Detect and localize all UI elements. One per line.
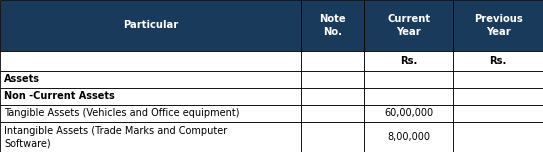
Bar xyxy=(0,0,301,51)
Text: Intangible Assets (Trade Marks and Computer
Software): Intangible Assets (Trade Marks and Compu… xyxy=(4,126,228,148)
Text: Note
No.: Note No. xyxy=(319,14,346,36)
Bar xyxy=(364,105,453,122)
Bar xyxy=(364,122,453,152)
Text: Current
Year: Current Year xyxy=(387,14,430,36)
Text: Particular: Particular xyxy=(123,20,178,30)
Bar xyxy=(453,71,543,88)
Bar xyxy=(453,88,543,105)
Text: Rs.: Rs. xyxy=(400,56,417,66)
Text: Non -Current Assets: Non -Current Assets xyxy=(4,91,115,101)
Bar xyxy=(0,51,301,71)
Text: Previous
Year: Previous Year xyxy=(474,14,522,36)
Bar xyxy=(0,105,301,122)
Bar xyxy=(301,122,364,152)
Bar xyxy=(364,0,453,51)
Bar xyxy=(453,105,543,122)
Text: Assets: Assets xyxy=(4,74,40,84)
Text: 8,00,000: 8,00,000 xyxy=(387,132,430,142)
Bar xyxy=(301,88,364,105)
Text: Rs.: Rs. xyxy=(490,56,507,66)
Bar xyxy=(453,122,543,152)
Bar xyxy=(453,0,543,51)
Bar xyxy=(0,88,301,105)
Text: 60,00,000: 60,00,000 xyxy=(384,108,433,118)
Bar xyxy=(301,71,364,88)
Bar xyxy=(301,105,364,122)
Bar xyxy=(364,71,453,88)
Bar xyxy=(0,71,301,88)
Bar xyxy=(453,51,543,71)
Bar xyxy=(364,51,453,71)
Bar xyxy=(364,88,453,105)
Text: Tangible Assets (Vehicles and Office equipment): Tangible Assets (Vehicles and Office equ… xyxy=(4,108,240,118)
Bar xyxy=(301,0,364,51)
Bar xyxy=(301,51,364,71)
Bar xyxy=(0,122,301,152)
